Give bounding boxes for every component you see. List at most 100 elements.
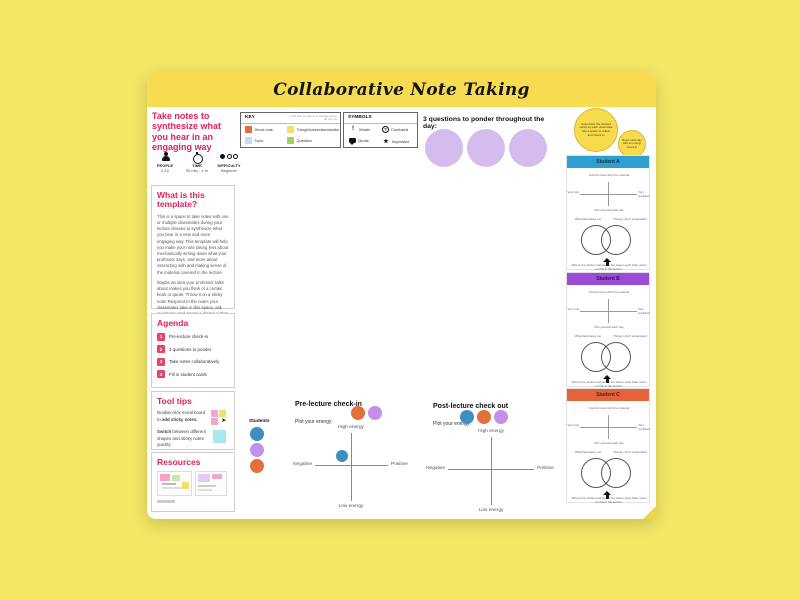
agenda-item: 4 Fill in student cards	[157, 370, 229, 379]
card-axis-top-label: Comfort level with the material	[588, 290, 630, 294]
symbol-item: ! Woah!	[349, 126, 371, 132]
tool-tip-thumbnail[interactable]: ➤	[211, 410, 229, 426]
axis-label-left: Negative	[426, 466, 445, 471]
question-circle-icon: ?	[382, 126, 389, 133]
meta-time: TIME 30 min - 1 hr	[184, 151, 210, 173]
key-label: Direct note	[254, 127, 273, 132]
energy-dot[interactable]	[494, 410, 508, 424]
meta-people: PEOPLE 2-10	[152, 151, 178, 173]
card-axis-top-label: Comfort level with the material	[588, 406, 630, 410]
key-item: Direct note	[245, 126, 273, 133]
axis-label-left: Negative	[293, 462, 312, 467]
energy-dot[interactable]	[351, 406, 365, 420]
card-axis-horizontal	[580, 311, 637, 312]
venn-circle-right	[601, 342, 631, 372]
stopwatch-icon	[192, 151, 203, 164]
sticky-note-circle[interactable]: Begin each day with an energy check-in	[618, 130, 646, 158]
venn-left-label: What fascinates me	[574, 217, 602, 221]
agenda-number-badge: 1	[157, 332, 165, 341]
pre-checkin-title: Pre-lecture check-in	[295, 401, 362, 408]
agenda-item-label: Take notes collaboratively	[169, 359, 220, 365]
card-axis-top-label: Comfort level with the material	[588, 173, 630, 177]
agenda-item: 3 Take notes collaboratively	[157, 357, 229, 366]
agenda-item-label: Fill in student cards	[169, 371, 207, 377]
tool-tip-1: Double click mural board to add sticky n…	[157, 410, 229, 426]
student-card[interactable]: Student B Comfort level with the materia…	[566, 272, 650, 387]
energy-dot[interactable]	[368, 406, 382, 420]
agenda-number-badge: 4	[157, 370, 165, 379]
venn-left-label: What fascinates me	[574, 334, 602, 338]
up-arrow-stem	[605, 379, 609, 383]
student-dot[interactable]	[250, 443, 264, 457]
card-axis-bottom-label: Plot yourself each day	[594, 208, 624, 212]
about-section: What is this template? This is a space t…	[151, 185, 235, 335]
resources-section: Resources	[151, 452, 235, 512]
agenda-number-badge: 3	[157, 357, 165, 366]
agenda-item: 2 3 questions to ponder	[157, 345, 229, 354]
intro-headline: Take notes to synthesize what you hear i…	[152, 111, 222, 153]
difficulty-dots-icon	[220, 154, 238, 159]
venn-right-label: Things I don't understand	[613, 217, 647, 221]
tool-tip-thumbnail[interactable]	[211, 429, 229, 444]
symbol-label: Quote	[358, 138, 369, 143]
ponder-circle[interactable]	[467, 129, 505, 167]
student-card[interactable]: Student A Comfort level with the materia…	[566, 155, 650, 270]
resource-thumbnail[interactable]	[157, 471, 192, 497]
cursor-icon: ➤	[221, 418, 227, 425]
card-axis-bottom-label: Plot yourself each day	[594, 441, 624, 445]
key-item: Thought/connection/reaction	[287, 126, 339, 133]
about-paragraph-1: This is a space to take notes with one o…	[157, 213, 229, 275]
student-dot[interactable]	[250, 427, 264, 441]
card-axis-left-label: Very lost	[567, 190, 579, 194]
ponder-circle[interactable]	[509, 129, 547, 167]
venn-left-label: What fascinates me	[574, 450, 602, 454]
key-swatch	[245, 126, 252, 133]
student-card-body: Comfort level with the material Very los…	[567, 168, 650, 270]
key-legend: KEY Feel free to add to or change these …	[240, 112, 341, 148]
card-axis-horizontal	[580, 194, 637, 195]
agenda-title: Agenda	[157, 318, 189, 328]
ponder-circle[interactable]	[425, 129, 463, 167]
venn-circle-right	[601, 225, 631, 255]
energy-dot[interactable]	[477, 410, 491, 424]
tool-tip-text: Double click mural board to add sticky n…	[157, 410, 206, 422]
plotted-energy-dot[interactable]	[336, 450, 348, 462]
about-title: What is this template?	[157, 190, 205, 210]
resources-title: Resources	[157, 457, 201, 467]
whiteboard-canvas[interactable]: Collaborative Note Taking Take notes to …	[147, 72, 656, 519]
agenda-section: Agenda 1 Pre-lecture check-in 2 3 questi…	[151, 313, 235, 388]
student-dot[interactable]	[250, 459, 264, 473]
symbols-legend: SYMBOLS ! Woah! Quote ? Confused ★ Impor…	[343, 112, 418, 148]
star-icon: ★	[383, 139, 389, 145]
resource-thumbnail[interactable]	[195, 471, 227, 497]
meta-label: PEOPLE	[156, 163, 174, 168]
student-card-body: Comfort level with the material Very los…	[567, 401, 651, 503]
axis-label-top: High energy	[478, 429, 504, 434]
students-label: Students	[249, 419, 270, 424]
card-axis-right-label: Very confident	[638, 423, 651, 431]
student-card-name: Student C	[596, 392, 620, 398]
venn-circle-right	[601, 458, 631, 488]
sticky-note-circle[interactable]: Customize the student cards so each clas…	[574, 108, 618, 152]
student-card[interactable]: Student C Comfort level with the materia…	[566, 388, 650, 503]
key-swatch	[287, 137, 294, 144]
meta-value: 30 min - 1 hr	[185, 168, 209, 173]
meta-label: DIFFICULTY	[217, 163, 241, 168]
venn-right-label: Things I don't understand	[613, 450, 647, 454]
student-card-name: Student A	[596, 159, 620, 165]
agenda-number-badge: 2	[157, 345, 165, 354]
axis-label-right: Positive	[391, 462, 408, 467]
post-axis-horizontal	[448, 469, 534, 470]
student-card-header: Student A	[567, 156, 649, 168]
symbol-item: ? Confused	[382, 126, 408, 133]
symbols-title: SYMBOLS	[348, 115, 372, 120]
key-swatch	[245, 137, 252, 144]
page-title: Collaborative Note Taking	[273, 79, 530, 100]
axis-label-right: Positive	[537, 466, 554, 471]
venn-right-label: Things I don't understand	[613, 334, 647, 338]
board-title-banner: Collaborative Note Taking	[147, 72, 656, 107]
pre-plot-label: Plot your energy:	[295, 419, 333, 425]
tool-tips-section: Tool tips Double click mural board to ad…	[151, 391, 235, 450]
energy-dot[interactable]	[460, 410, 474, 424]
key-title: KEY	[245, 115, 255, 120]
